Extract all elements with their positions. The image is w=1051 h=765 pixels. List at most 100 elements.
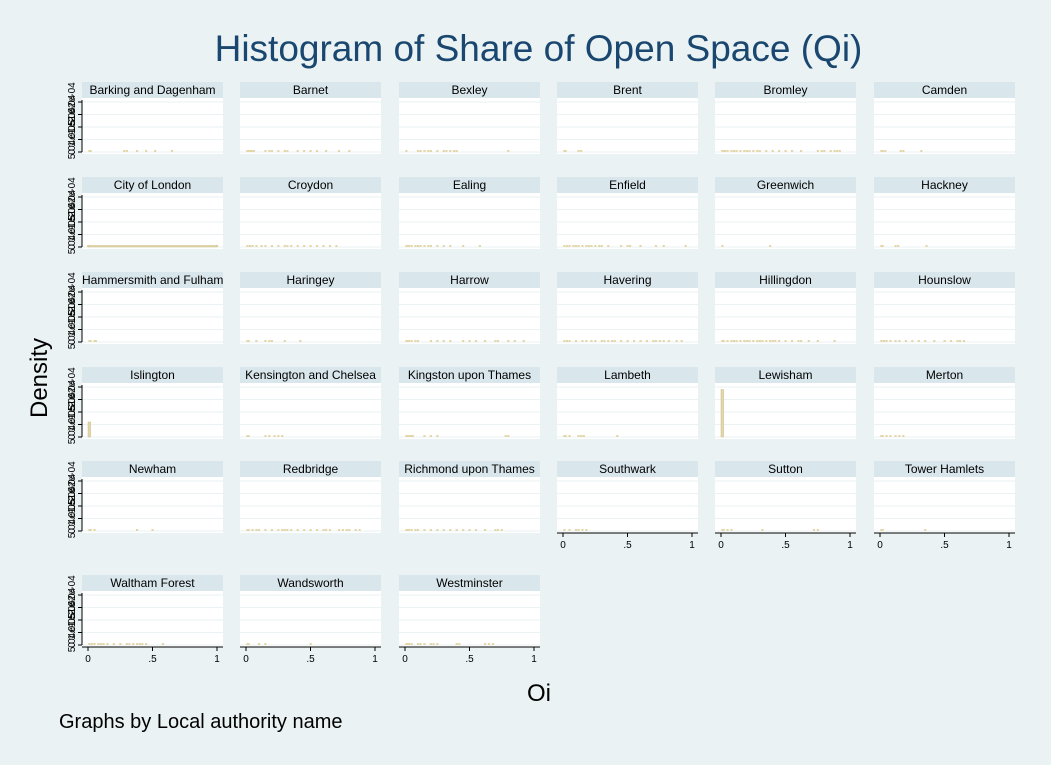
histogram-bar [721, 340, 724, 342]
panel-title: Redbridge [240, 461, 381, 477]
histogram-bar [735, 340, 738, 342]
histogram-bar [416, 643, 420, 645]
y-tick-label: 0 [67, 434, 78, 440]
panel-title: Newham [82, 461, 223, 477]
panel-title: Westminster [399, 575, 540, 591]
histogram-bar [829, 150, 832, 152]
histogram-bar [89, 150, 92, 152]
histogram-bar [407, 529, 411, 531]
histogram-bar [97, 643, 100, 645]
histogram-bar [154, 150, 157, 152]
histogram-bar [894, 435, 897, 437]
histogram-bar [414, 340, 417, 342]
histogram-bar [924, 529, 927, 531]
histogram-bar [270, 245, 273, 247]
histogram-bar [277, 245, 280, 247]
y-tick-label: 2.02e-04 [67, 272, 78, 312]
panel-title: Hounslow [874, 272, 1015, 288]
histogram-bar [563, 340, 566, 342]
histogram-svg [240, 196, 381, 248]
x-tick-label: .5 [940, 540, 949, 551]
histogram-bar [283, 529, 286, 531]
histogram-bar [758, 340, 761, 342]
panel-title: Merton [874, 367, 1015, 383]
histogram-bar [290, 245, 293, 247]
histogram-svg [240, 386, 381, 438]
histogram-bar [429, 150, 432, 152]
histogram-bar [88, 150, 91, 152]
histogram-svg [557, 196, 698, 248]
histogram-bar [246, 245, 249, 247]
histogram-bar [784, 150, 787, 152]
histogram-bar [720, 389, 724, 438]
histogram-bar [303, 150, 306, 152]
y-tick-label: 1.51e-04 [67, 284, 78, 324]
panel-title: Haringey [240, 272, 381, 288]
histogram-bar [838, 150, 841, 152]
histogram-bar [833, 340, 836, 342]
y-tick-label: 0 [67, 244, 78, 250]
histogram-bar [881, 245, 884, 247]
histogram-bar [577, 150, 580, 152]
x-tick-label: 1 [531, 654, 537, 665]
histogram-bar [277, 150, 280, 152]
histogram-bar [587, 245, 590, 247]
x-tick-label: 0 [560, 540, 566, 551]
histogram-svg [240, 101, 381, 153]
y-tick-label: 1.51e-04 [67, 473, 78, 513]
histogram-bar [721, 529, 724, 531]
histogram-bar [257, 643, 261, 645]
histogram-bar [894, 340, 897, 342]
y-tick-label: 2.02e-04 [67, 461, 78, 501]
histogram-bar [296, 150, 299, 152]
histogram-bar [141, 643, 144, 645]
histogram-bar [407, 340, 411, 342]
histogram-bar [680, 340, 683, 342]
histogram-bar [303, 529, 306, 531]
histogram-bar [102, 643, 105, 645]
histogram-bar [917, 340, 920, 342]
histogram-bar [348, 150, 351, 152]
plot-area [874, 98, 1015, 154]
plot-area [240, 383, 381, 439]
histogram-bar [820, 150, 823, 152]
histogram-bar [563, 435, 566, 437]
histogram-bar [613, 340, 616, 342]
histogram-bar [414, 245, 417, 247]
histogram-bar [423, 150, 426, 152]
y-tick-label: 0 [67, 528, 78, 534]
histogram-bar [442, 245, 445, 247]
histogram-bar [752, 150, 755, 152]
histogram-bar [88, 529, 91, 531]
histogram-bar [743, 150, 746, 152]
x-tick-label: 0 [243, 654, 249, 665]
histogram-bar [277, 529, 280, 531]
histogram-bar [568, 435, 571, 437]
histogram-bar [442, 529, 445, 531]
y-tick-label: 1.01e-04 [67, 486, 78, 526]
histogram-bar [581, 340, 584, 342]
panel-title: Greenwich [715, 177, 856, 193]
x-tick-label: 1 [689, 540, 695, 551]
histogram-bar [962, 340, 966, 342]
histogram-bar [268, 340, 271, 342]
plot-area [874, 193, 1015, 249]
histogram-bar [138, 643, 141, 645]
histogram-bar [410, 643, 413, 645]
histogram-svg [399, 196, 540, 248]
histogram-svg [240, 480, 381, 532]
histogram-bar [722, 529, 725, 531]
plot-area [399, 98, 540, 154]
histogram-bar [568, 529, 571, 531]
y-tick-label: 1.01e-04 [67, 297, 78, 337]
histogram-bar [416, 245, 420, 247]
histogram-bar [328, 529, 332, 531]
histogram-bar [281, 529, 284, 531]
histogram-svg: 05.04e-051.01e-041.51e-042.02e-04 [67, 461, 223, 538]
histogram-bar [354, 529, 357, 531]
histogram-bar [462, 245, 465, 247]
histogram-bar [429, 435, 432, 437]
histogram-bar [268, 150, 271, 152]
